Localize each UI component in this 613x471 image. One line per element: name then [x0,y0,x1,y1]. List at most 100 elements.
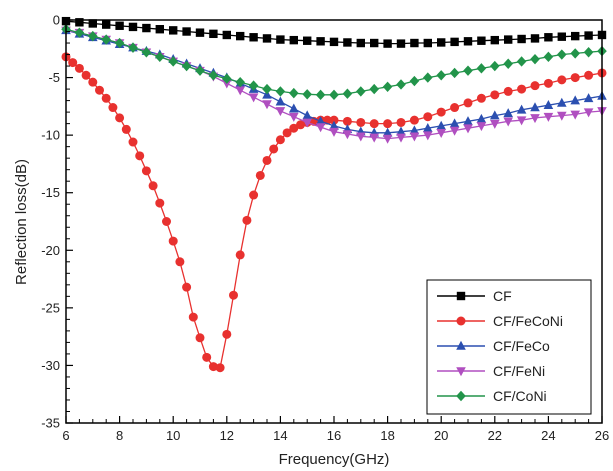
data-point-cf [423,38,432,48]
data-point-cf [396,39,406,48]
data-point-cf-coni [409,75,420,87]
data-point-cf-coni [503,58,513,69]
data-point-cf [329,37,339,47]
data-point-cf-feni [490,119,500,129]
data-point-cf-coni [557,49,567,60]
data-point-cf-feni [222,79,232,89]
data-point-cf-feni [248,93,259,103]
data-point-cf-coni [208,70,219,81]
data-point-cf-coni [181,60,192,72]
data-point-cf-feco [289,103,299,113]
data-point-cf [169,26,178,35]
data-point-cf [155,25,164,34]
data-point-cf-coni [570,48,580,59]
data-point-cf-feni [557,111,567,121]
data-point-cf-feni [436,129,446,139]
data-point-cf [437,38,446,47]
data-point-cf-feconi [342,116,352,126]
data-point-cf-feconi [543,78,553,88]
data-point-cf-coni [423,72,433,83]
data-point-cf [571,31,580,41]
data-point-cf-feni [382,134,393,144]
data-point-cf-feconi [289,123,299,133]
data-point-cf-feconi [476,93,486,103]
data-point-cf-feconi [188,312,198,322]
x-tick-label: 12 [220,428,234,443]
data-point-cf-feni [503,117,513,127]
data-point-cf [276,35,285,44]
data-point-cf-coni [356,86,366,97]
data-point-cf [128,22,138,32]
data-point-cf-feconi [255,170,265,180]
data-point-cf-coni [114,37,125,49]
data-point-cf [370,38,379,48]
data-point-cf-feco [382,127,393,137]
data-point-cf [557,32,566,41]
data-point-cf-feconi [81,70,91,80]
x-axis-title: Frequency(GHz) [279,451,390,468]
data-point-cf [262,34,272,43]
data-point-cf-feco [449,118,460,128]
data-point-cf-feconi [155,198,165,208]
data-point-cf [303,36,312,45]
data-point-cf-coni [543,51,554,63]
data-point-cf-feco [423,123,433,133]
data-point-cf-feco [476,113,487,123]
x-tick-label: 22 [488,428,502,443]
legend-marker [456,340,466,350]
data-point-cf-feconi [229,290,238,300]
data-point-cf-feconi [222,329,232,339]
data-point-cf-feco [436,120,446,130]
data-point-cf-feni [369,133,379,143]
data-point-cf-feconi [68,58,78,68]
data-point-cf-feni [329,127,339,137]
data-point-cf-feco [409,125,420,135]
data-point-cf-feconi [95,85,104,95]
legend-item-cf-feco: CF/FeCo [437,338,550,354]
data-point-cf-coni [248,80,259,91]
data-point-cf-feconi [282,128,292,138]
legend-box [426,279,592,415]
data-point-cf-feco [490,110,500,120]
data-point-cf-feni [423,131,433,141]
data-point-cf [249,33,258,42]
y-tick-label: -25 [41,300,60,315]
data-point-cf [477,36,486,45]
data-point-cf [115,21,124,30]
data-point-cf-coni [342,88,353,99]
data-point-cf-feco [315,116,326,126]
data-point-cf [236,31,245,41]
data-point-cf [209,29,218,39]
data-point-cf-feconi [383,119,393,129]
data-point-cf [490,35,499,45]
data-point-cf-feni [516,116,527,126]
data-point-cf-feni [396,133,406,143]
data-point-cf-coni [275,86,286,97]
x-tick-label: 14 [273,428,287,443]
data-point-cf-feni [583,108,594,118]
legend-marker [456,316,466,326]
x-tick-label: 18 [380,428,394,443]
data-point-cf-feconi [88,77,98,87]
data-point-cf-feni [570,110,580,120]
y-tick-label: -10 [41,128,60,143]
data-point-cf-feconi [530,81,540,91]
y-tick-label: -15 [41,185,60,200]
data-point-cf-feconi [275,135,285,145]
data-point-cf-coni [449,67,460,79]
legend-label: CF/FeCoNi [493,313,563,329]
data-point-cf-feconi [128,137,138,147]
data-point-cf-feconi [168,236,178,246]
data-point-cf-coni [222,73,232,84]
data-point-cf-feconi [135,151,145,161]
data-point-cf-feni [235,86,245,96]
data-point-cf-coni [235,76,245,88]
data-point-cf-feconi [409,115,419,125]
data-point-cf [383,39,392,48]
legend-label: CF/FeCo [493,338,550,354]
data-point-cf-coni [463,65,473,76]
legend: CF CF/FeCoNi CF/FeCo CF/FeNi CF/CoNi [426,279,592,415]
data-point-cf-feconi [235,250,245,260]
data-point-cf-feconi [557,75,567,85]
